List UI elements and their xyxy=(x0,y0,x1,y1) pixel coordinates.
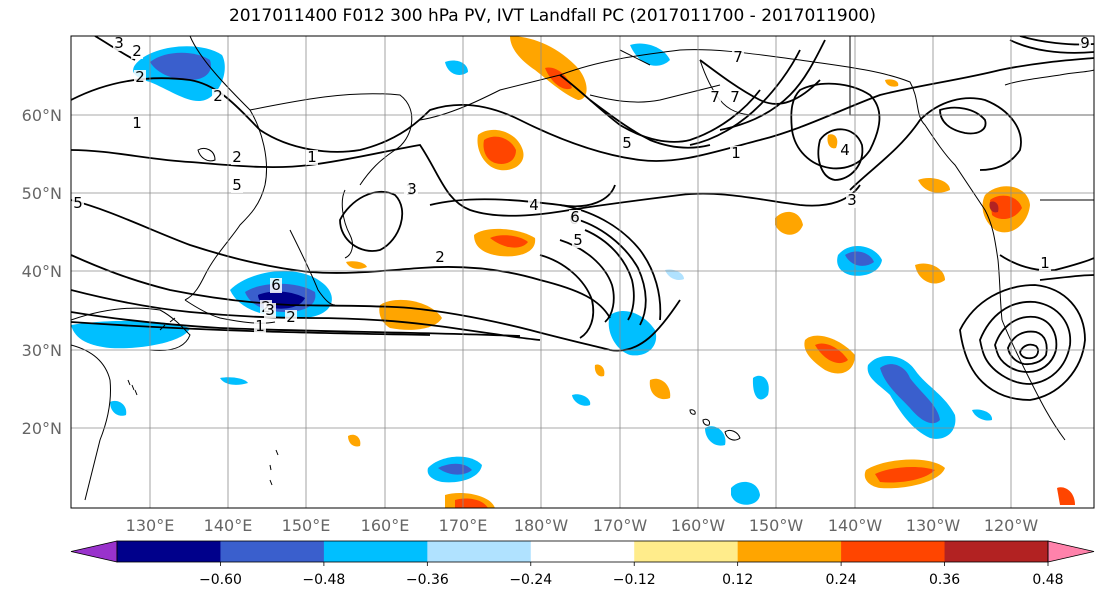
islands xyxy=(127,147,741,486)
colorbar-tick-label: −0.24 xyxy=(509,572,552,588)
contour-label: 1 xyxy=(731,144,741,162)
longitude-label: 130°W xyxy=(906,516,961,535)
longitude-label: 140°E xyxy=(204,516,253,535)
contour-label: 4 xyxy=(840,141,850,159)
graticule xyxy=(71,36,1094,508)
contour-label: 5 xyxy=(73,194,83,212)
contour-label: 2 xyxy=(213,87,223,105)
contour-label: 1 xyxy=(132,114,142,132)
colorbar-tick-label: −0.48 xyxy=(302,572,345,588)
contour-label: 3 xyxy=(114,34,124,52)
latitude-label: 60°N xyxy=(22,106,62,125)
latitude-label: 40°N xyxy=(22,262,62,281)
colorbar-segment xyxy=(117,541,221,562)
map-title: 2017011400 F012 300 hPa PV, IVT Landfall… xyxy=(228,6,876,26)
colorbar xyxy=(70,540,1095,563)
contour-label: 2 xyxy=(132,42,142,60)
contour-label: 5 xyxy=(573,231,583,249)
contour-label: 1 xyxy=(307,148,317,166)
contour-label: 2 xyxy=(286,308,296,326)
colorbar-tick-label: −0.12 xyxy=(613,572,656,588)
colorbar-tick-labels: −0.60 −0.48 −0.36 −0.24 −0.12 0.12 0.24 0.36 0.4… xyxy=(199,562,1064,588)
colorbar-segment xyxy=(634,541,739,562)
colorbar-tick-label: 0.36 xyxy=(929,572,960,588)
colorbar-extend-low xyxy=(70,540,118,563)
contour-label: 2 xyxy=(232,148,242,166)
longitude-label: 160°E xyxy=(361,516,410,535)
contour-label: 3 xyxy=(265,301,275,319)
contour-label: 2 xyxy=(435,248,445,266)
colorbar-tick-label: −0.60 xyxy=(199,572,242,588)
latitude-label: 50°N xyxy=(22,184,62,203)
positive-anomaly-patches xyxy=(346,36,1075,508)
colorbar-tick-label: 0.48 xyxy=(1032,572,1063,588)
contour-label: 2 xyxy=(135,68,145,86)
contour-label: 7 xyxy=(730,88,740,106)
contour-label: 9 xyxy=(1080,34,1090,52)
colorbar-tick-label: 0.24 xyxy=(826,572,857,588)
contour-label: 1 xyxy=(255,317,265,335)
contour-label: 3 xyxy=(407,180,417,198)
latitude-label: 30°N xyxy=(22,341,62,360)
longitude-label: 150°W xyxy=(749,516,804,535)
colorbar-segment xyxy=(427,541,532,562)
colorbar-segment xyxy=(944,541,1049,562)
contour-label: 3 xyxy=(847,191,857,209)
contour-label: 7 xyxy=(710,88,720,106)
longitude-labels: 130°E 140°E 150°E 160°E 170°E 180°W 170°W 160°W… xyxy=(126,516,1039,535)
longitude-label: 150°E xyxy=(282,516,331,535)
longitude-label: 120°W xyxy=(984,516,1039,535)
colorbar-segment xyxy=(220,541,325,562)
latitude-label: 20°N xyxy=(22,419,62,438)
colorbar-tick-label: 0.12 xyxy=(722,572,753,588)
longitude-label: 170°W xyxy=(593,516,648,535)
contour-label: 5 xyxy=(232,176,242,194)
contour-label: 6 xyxy=(271,276,281,294)
longitude-label: 130°E xyxy=(126,516,175,535)
colorbar-segment xyxy=(530,541,635,562)
contour-label: 1 xyxy=(1040,254,1050,272)
contour-label: 6 xyxy=(570,208,580,226)
longitude-label: 180°W xyxy=(514,516,569,535)
map-frame xyxy=(70,35,1095,509)
colorbar-extend-high xyxy=(1047,540,1095,563)
colorbar-segment xyxy=(737,541,842,562)
longitude-label: 160°W xyxy=(671,516,726,535)
contour-label: 4 xyxy=(529,196,539,214)
colorbar-segment xyxy=(841,541,946,562)
latitude-labels: 60°N 50°N 40°N 30°N 20°N xyxy=(22,106,62,438)
contour-label: 7 xyxy=(733,48,743,66)
map-content xyxy=(71,36,1094,508)
contour-labels: 322121552134652621574311377296 xyxy=(72,34,1091,335)
longitude-label: 170°E xyxy=(439,516,488,535)
contour-label: 5 xyxy=(622,134,632,152)
longitude-label: 140°W xyxy=(828,516,883,535)
colorbar-segment xyxy=(323,541,428,562)
colorbar-tick-label: −0.36 xyxy=(406,572,449,588)
